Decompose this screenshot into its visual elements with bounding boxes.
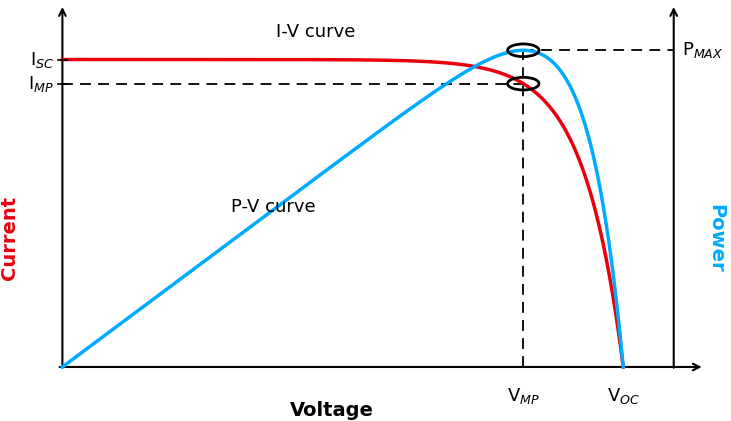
Text: Voltage: Voltage [289, 400, 374, 420]
Text: Power: Power [706, 203, 725, 272]
Text: I-V curve: I-V curve [276, 23, 355, 41]
Text: Current: Current [0, 196, 18, 280]
Text: V$_{OC}$: V$_{OC}$ [607, 386, 640, 406]
Text: P-V curve: P-V curve [231, 198, 315, 216]
Text: I$_{MP}$: I$_{MP}$ [28, 74, 54, 93]
Text: I$_{SC}$: I$_{SC}$ [30, 50, 54, 69]
Text: P$_{MAX}$: P$_{MAX}$ [682, 40, 724, 60]
Text: V$_{MP}$: V$_{MP}$ [507, 386, 539, 406]
